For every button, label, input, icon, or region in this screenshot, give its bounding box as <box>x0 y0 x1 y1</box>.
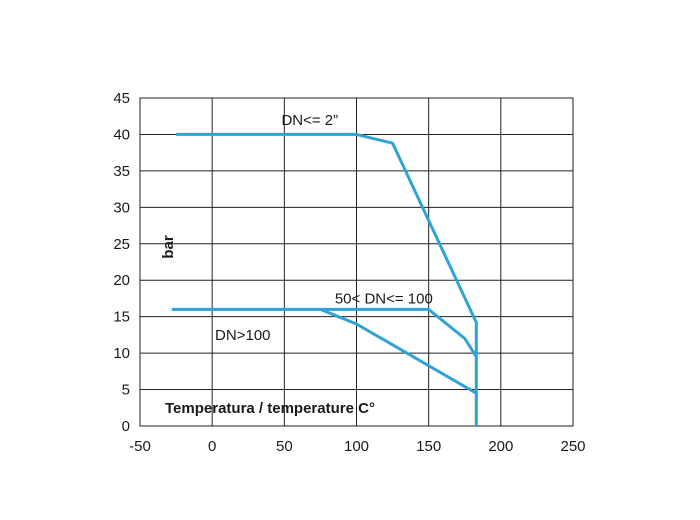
series-annotations: DN<= 2” 50< DN<= 100 DN>100 <box>215 112 433 344</box>
y-tick-label: 40 <box>113 126 130 143</box>
y-tick-label: 30 <box>113 199 130 216</box>
x-tick-label: -50 <box>129 438 151 455</box>
y-axis-label: bar <box>160 235 177 259</box>
x-tick-label: 150 <box>416 438 441 455</box>
x-tick-label: 250 <box>560 438 585 455</box>
series-line-2 <box>171 307 478 358</box>
series-group <box>171 132 478 426</box>
y-tick-label: 15 <box>113 309 130 326</box>
y-tick-labels: 0 5 10 15 20 25 30 35 40 45 <box>113 90 130 435</box>
series-annotation: 50< DN<= 100 <box>335 290 433 307</box>
y-tick-label: 20 <box>113 272 130 289</box>
x-tick-label: 200 <box>488 438 513 455</box>
x-tick-label: 0 <box>208 438 216 455</box>
x-axis-label: Temperatura / temperature C° <box>165 400 375 417</box>
plot-frame <box>139 97 574 427</box>
x-tick-label: 50 <box>276 438 293 455</box>
y-tick-label: 25 <box>113 236 130 253</box>
series-annotation: DN<= 2” <box>281 112 338 129</box>
x-tick-label: 100 <box>344 438 369 455</box>
y-tick-label: 35 <box>113 163 130 180</box>
series-line-1 <box>176 132 478 426</box>
y-tick-label: 45 <box>113 90 130 107</box>
y-tick-label: 5 <box>122 382 130 399</box>
y-tick-label: 0 <box>122 418 130 435</box>
grid <box>139 97 574 427</box>
series-annotation: DN>100 <box>215 327 270 344</box>
series-line-3 <box>319 308 478 395</box>
x-tick-labels: -50 0 50 100 150 200 250 <box>129 438 585 455</box>
y-tick-label: 10 <box>113 345 130 362</box>
